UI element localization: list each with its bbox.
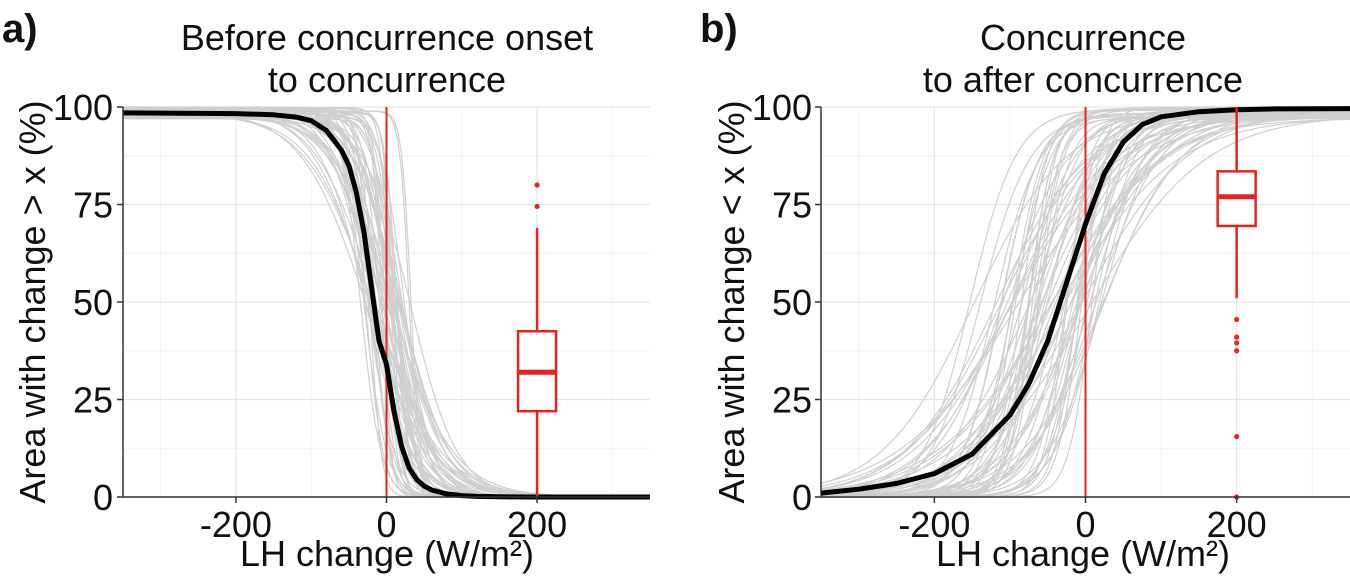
panel-b-box-outlier	[1234, 334, 1240, 340]
panel-b-boxplot	[1216, 107, 1257, 500]
panel-a-box-outlier	[534, 203, 540, 210]
panel-a-title-line-2: to concurrence	[268, 59, 506, 100]
panel-a-x-axis-label: LH change (W/m²)	[240, 533, 534, 574]
panel-b-y-tick-label: 100	[752, 87, 812, 128]
panel-a-y-tick-label: 75	[73, 185, 113, 226]
panel-a-label: a)	[2, 7, 38, 51]
panel-b-box-outlier	[1234, 316, 1240, 323]
panel-b-y-ticks: 0 25 50 75 100	[752, 87, 821, 518]
panel-b-y-tick-label: 75	[772, 185, 812, 226]
panel-b-x-tick-label: -200	[898, 504, 970, 545]
panel-a-y-tick-label: 100	[53, 87, 113, 128]
panel-b-box-outlier	[1234, 433, 1240, 440]
panel-a-x-tick-label: -200	[200, 504, 272, 545]
panel-b-title-line-2: to after concurrence	[923, 59, 1243, 100]
panel-a-y-axis-label: Area with change > x (%)	[12, 100, 53, 503]
panel-a-boxplot	[516, 182, 558, 497]
panel-a-y-tick-label: 25	[73, 380, 113, 421]
panel-a: 0 25 50 75 100 -200 0 200 a) Before concurrenc…	[2, 7, 651, 574]
panel-b-x-tick-label: 200	[1207, 504, 1267, 545]
panel-b-box-outlier	[1234, 340, 1240, 346]
panel-b: 0 25 50 75 100 -200 0 200 b) Concurrence to af…	[700, 7, 1350, 574]
panel-b-box-outlier	[1234, 348, 1240, 354]
panel-a-x-tick-label: 0	[376, 504, 396, 545]
panel-a-title-line-1: Before concurrence onset	[181, 17, 593, 58]
panel-b-title-line-1: Concurrence	[980, 17, 1186, 58]
panel-b-y-axis-label: Area with change < x (%)	[711, 100, 752, 503]
panel-b-x-tick-label: 0	[1075, 504, 1095, 545]
panel-b-y-tick-label: 0	[792, 477, 812, 518]
panel-a-y-tick-label: 0	[93, 477, 113, 518]
panel-b-y-tick-label: 50	[772, 282, 812, 323]
panel-b-x-ticks: -200 0 200	[898, 497, 1267, 545]
panel-a-box-outlier	[534, 182, 540, 188]
panel-b-x-axis-label: LH change (W/m²)	[936, 533, 1230, 574]
panel-b-label: b)	[700, 7, 738, 51]
panel-b-y-tick-label: 25	[772, 380, 812, 421]
panel-a-x-ticks: -200 0 200	[200, 497, 567, 545]
panel-a-y-tick-label: 50	[73, 282, 113, 323]
panel-a-y-ticks: 0 25 50 75 100	[53, 87, 123, 518]
panel-b-mean-curve	[820, 106, 1350, 496]
panel-a-x-tick-label: 200	[507, 504, 567, 545]
